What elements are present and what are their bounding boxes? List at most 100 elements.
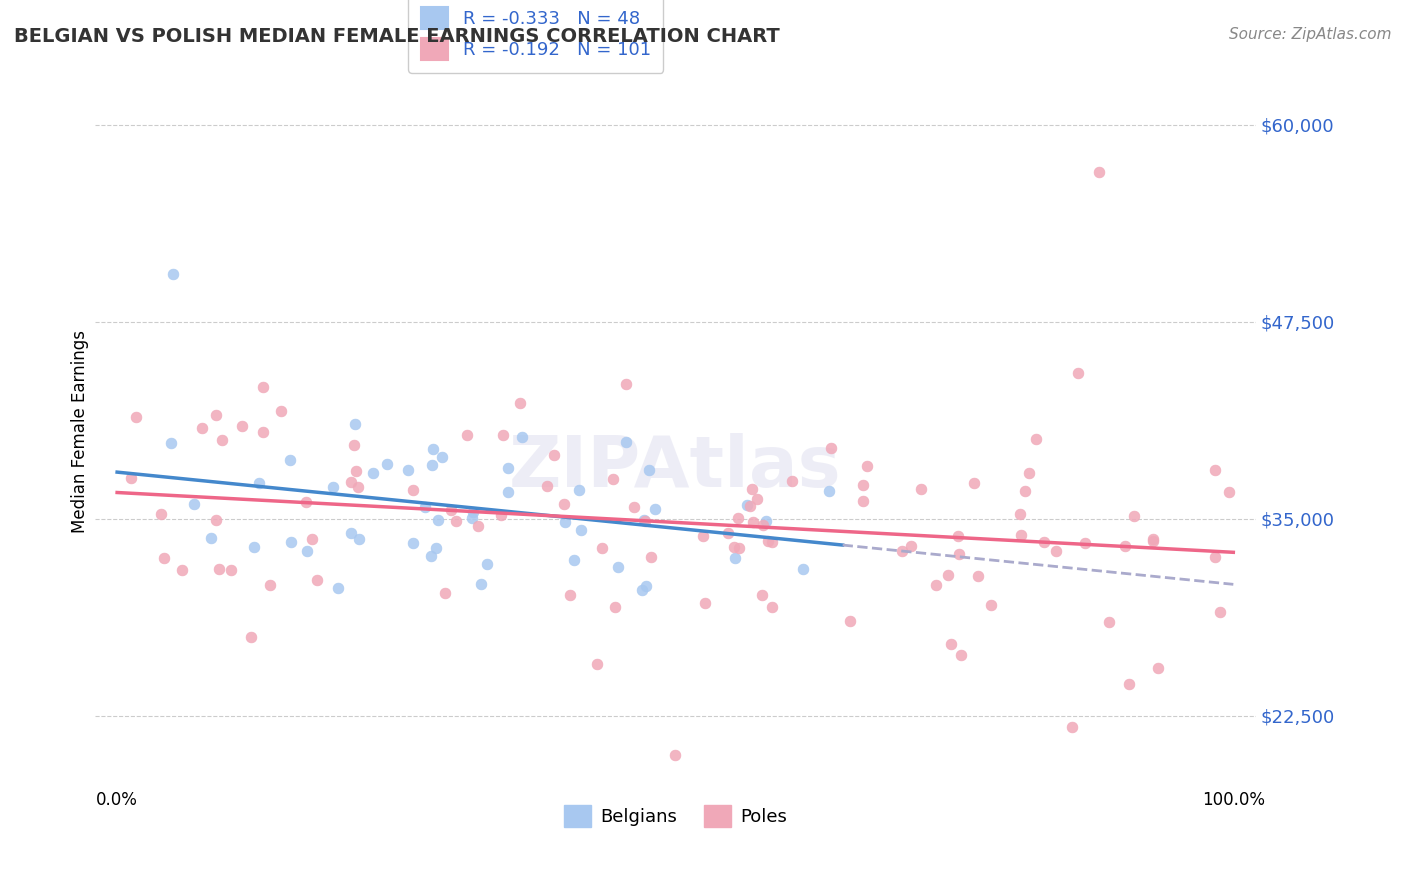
Point <box>664 747 686 762</box>
Point <box>614 377 637 392</box>
Point <box>751 588 773 602</box>
Point <box>252 425 274 440</box>
Point <box>623 500 645 514</box>
Point <box>1147 661 1170 675</box>
Point <box>322 480 344 494</box>
Point <box>742 515 765 529</box>
Point <box>402 483 425 497</box>
Point <box>467 519 489 533</box>
Point <box>1204 463 1226 477</box>
Point <box>259 578 281 592</box>
Point <box>536 479 558 493</box>
Point <box>543 448 565 462</box>
Point <box>433 586 456 600</box>
Point <box>1010 528 1032 542</box>
Point <box>183 497 205 511</box>
Point <box>634 514 657 528</box>
Point <box>692 528 714 542</box>
Point <box>461 511 484 525</box>
Point <box>852 477 875 491</box>
Point <box>344 465 367 479</box>
Point <box>745 491 768 506</box>
Point <box>496 484 519 499</box>
Point <box>160 436 183 450</box>
Text: Source: ZipAtlas.com: Source: ZipAtlas.com <box>1229 27 1392 42</box>
Point <box>614 435 637 450</box>
Point <box>170 563 193 577</box>
Point <box>440 503 463 517</box>
Point <box>1008 507 1031 521</box>
Point <box>818 483 841 498</box>
Point <box>125 409 148 424</box>
Point <box>427 513 450 527</box>
Point <box>554 515 576 529</box>
Point <box>120 471 142 485</box>
Point <box>456 428 478 442</box>
Point <box>425 541 447 556</box>
Point <box>347 533 370 547</box>
Point <box>509 396 531 410</box>
Point <box>910 483 932 497</box>
Point <box>221 563 243 577</box>
Point <box>396 463 419 477</box>
Point <box>326 581 349 595</box>
Point <box>1209 605 1232 619</box>
Point <box>470 576 492 591</box>
Point <box>489 508 512 522</box>
Point <box>340 475 363 490</box>
Point <box>1062 720 1084 734</box>
Point <box>413 500 436 515</box>
Point <box>252 380 274 394</box>
Point <box>820 441 842 455</box>
Point <box>149 507 172 521</box>
Point <box>852 493 875 508</box>
Point <box>644 501 666 516</box>
Point <box>925 578 948 592</box>
Point <box>755 514 778 528</box>
Point <box>240 630 263 644</box>
Point <box>475 557 498 571</box>
Point <box>1067 366 1090 380</box>
Point <box>510 430 533 444</box>
Point <box>247 475 270 490</box>
Point <box>558 588 581 602</box>
Point <box>1088 165 1111 179</box>
Point <box>340 525 363 540</box>
Point <box>422 458 444 473</box>
Point <box>242 540 264 554</box>
Point <box>727 541 749 555</box>
Point <box>307 574 329 588</box>
Point <box>890 544 912 558</box>
Point <box>419 549 441 563</box>
Point <box>693 596 716 610</box>
Point <box>280 535 302 549</box>
Point <box>422 442 444 457</box>
Point <box>446 515 468 529</box>
Point <box>231 419 253 434</box>
Point <box>724 551 747 566</box>
Point <box>278 453 301 467</box>
Point <box>900 539 922 553</box>
Point <box>375 457 398 471</box>
Point <box>640 550 662 565</box>
Point <box>1118 676 1140 690</box>
Point <box>839 614 862 628</box>
Point <box>1122 508 1144 523</box>
Point <box>602 472 624 486</box>
Text: BELGIAN VS POLISH MEDIAN FEMALE EARNINGS CORRELATION CHART: BELGIAN VS POLISH MEDIAN FEMALE EARNINGS… <box>14 27 780 45</box>
Point <box>633 513 655 527</box>
Point <box>191 421 214 435</box>
Point <box>1025 432 1047 446</box>
Point <box>751 517 773 532</box>
Point <box>204 408 226 422</box>
Point <box>756 534 779 549</box>
Point <box>343 417 366 431</box>
Point <box>571 523 593 537</box>
Point <box>941 637 963 651</box>
Point <box>1114 539 1136 553</box>
Point <box>967 568 990 582</box>
Point <box>936 567 959 582</box>
Point <box>153 550 176 565</box>
Point <box>946 529 969 543</box>
Point <box>1014 483 1036 498</box>
